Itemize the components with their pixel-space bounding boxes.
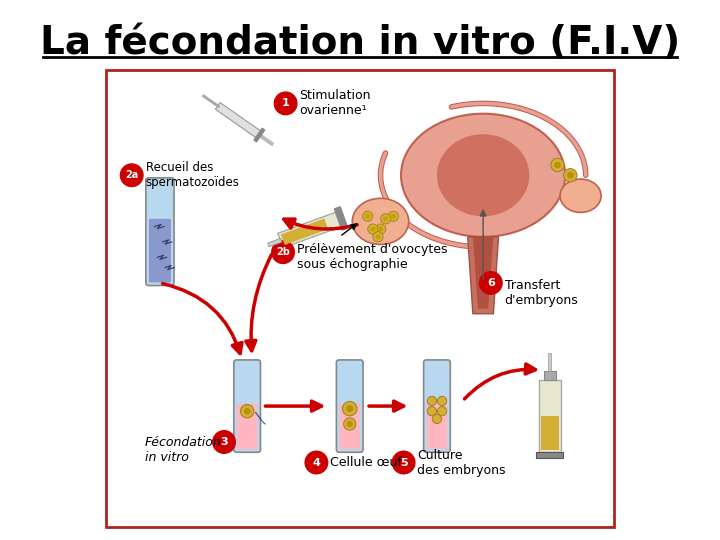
Circle shape (383, 217, 388, 221)
Circle shape (380, 214, 391, 224)
Text: 1: 1 (282, 98, 289, 109)
FancyBboxPatch shape (234, 360, 261, 453)
Text: Recueil des
spermatozoïdes: Recueil des spermatozoïdes (145, 161, 240, 189)
Circle shape (373, 232, 383, 242)
Ellipse shape (560, 179, 601, 212)
Circle shape (392, 451, 415, 474)
Text: 2a: 2a (125, 170, 138, 180)
Text: 2b: 2b (276, 247, 290, 257)
Bar (281, 219, 328, 245)
Circle shape (432, 414, 441, 423)
Ellipse shape (401, 114, 565, 237)
Circle shape (120, 164, 143, 186)
Circle shape (391, 214, 396, 219)
Ellipse shape (352, 198, 409, 245)
Circle shape (480, 272, 502, 294)
Circle shape (240, 404, 254, 418)
Bar (541, 416, 559, 450)
Circle shape (271, 241, 294, 264)
Text: 6: 6 (487, 278, 495, 288)
Bar (334, 207, 348, 230)
Circle shape (564, 168, 577, 182)
Text: Transfert
d'embryons: Transfert d'embryons (505, 279, 578, 307)
Bar (544, 371, 556, 380)
Text: Fécondation
in vitro: Fécondation in vitro (145, 436, 221, 464)
Circle shape (375, 234, 380, 239)
Circle shape (343, 418, 356, 430)
Bar (202, 95, 220, 107)
Bar (257, 133, 274, 145)
Circle shape (551, 158, 564, 172)
FancyBboxPatch shape (336, 360, 363, 453)
Bar (536, 453, 563, 458)
Circle shape (368, 224, 378, 234)
FancyBboxPatch shape (146, 178, 174, 286)
Bar (278, 212, 341, 248)
Circle shape (365, 214, 370, 219)
Polygon shape (473, 237, 493, 309)
Text: Cellule œuf: Cellule œuf (330, 456, 402, 469)
Text: 3: 3 (220, 437, 228, 447)
Text: Culture
des embryons: Culture des embryons (418, 449, 506, 476)
Text: La fécondation in vitro (F.I.V): La fécondation in vitro (F.I.V) (40, 24, 680, 62)
Bar (539, 380, 561, 453)
Circle shape (305, 451, 328, 474)
Text: 4: 4 (312, 457, 320, 468)
Circle shape (346, 421, 353, 427)
Circle shape (244, 408, 251, 415)
Polygon shape (468, 237, 498, 314)
FancyBboxPatch shape (423, 360, 450, 453)
FancyBboxPatch shape (427, 403, 447, 449)
Text: Prélèvement d'ovocytes
sous échographie: Prélèvement d'ovocytes sous échographie (297, 244, 448, 271)
Ellipse shape (437, 134, 529, 217)
Circle shape (427, 396, 436, 406)
Circle shape (378, 227, 383, 232)
FancyBboxPatch shape (340, 403, 360, 449)
Text: 5: 5 (400, 457, 408, 468)
Circle shape (388, 211, 398, 221)
Bar (268, 238, 282, 247)
Circle shape (427, 407, 436, 416)
Circle shape (438, 407, 446, 416)
Bar (548, 353, 552, 371)
FancyBboxPatch shape (106, 70, 614, 526)
Circle shape (213, 431, 235, 453)
Circle shape (343, 401, 357, 416)
Text: Stimulation
ovarienne¹: Stimulation ovarienne¹ (300, 90, 371, 117)
Circle shape (274, 92, 297, 114)
Bar (215, 103, 261, 138)
FancyBboxPatch shape (149, 219, 171, 282)
Circle shape (567, 172, 574, 179)
Circle shape (375, 224, 386, 234)
Circle shape (370, 227, 375, 232)
FancyBboxPatch shape (237, 403, 258, 449)
Circle shape (554, 161, 561, 168)
Circle shape (346, 405, 354, 412)
Circle shape (363, 211, 373, 221)
Circle shape (438, 396, 446, 406)
Bar (254, 129, 265, 142)
